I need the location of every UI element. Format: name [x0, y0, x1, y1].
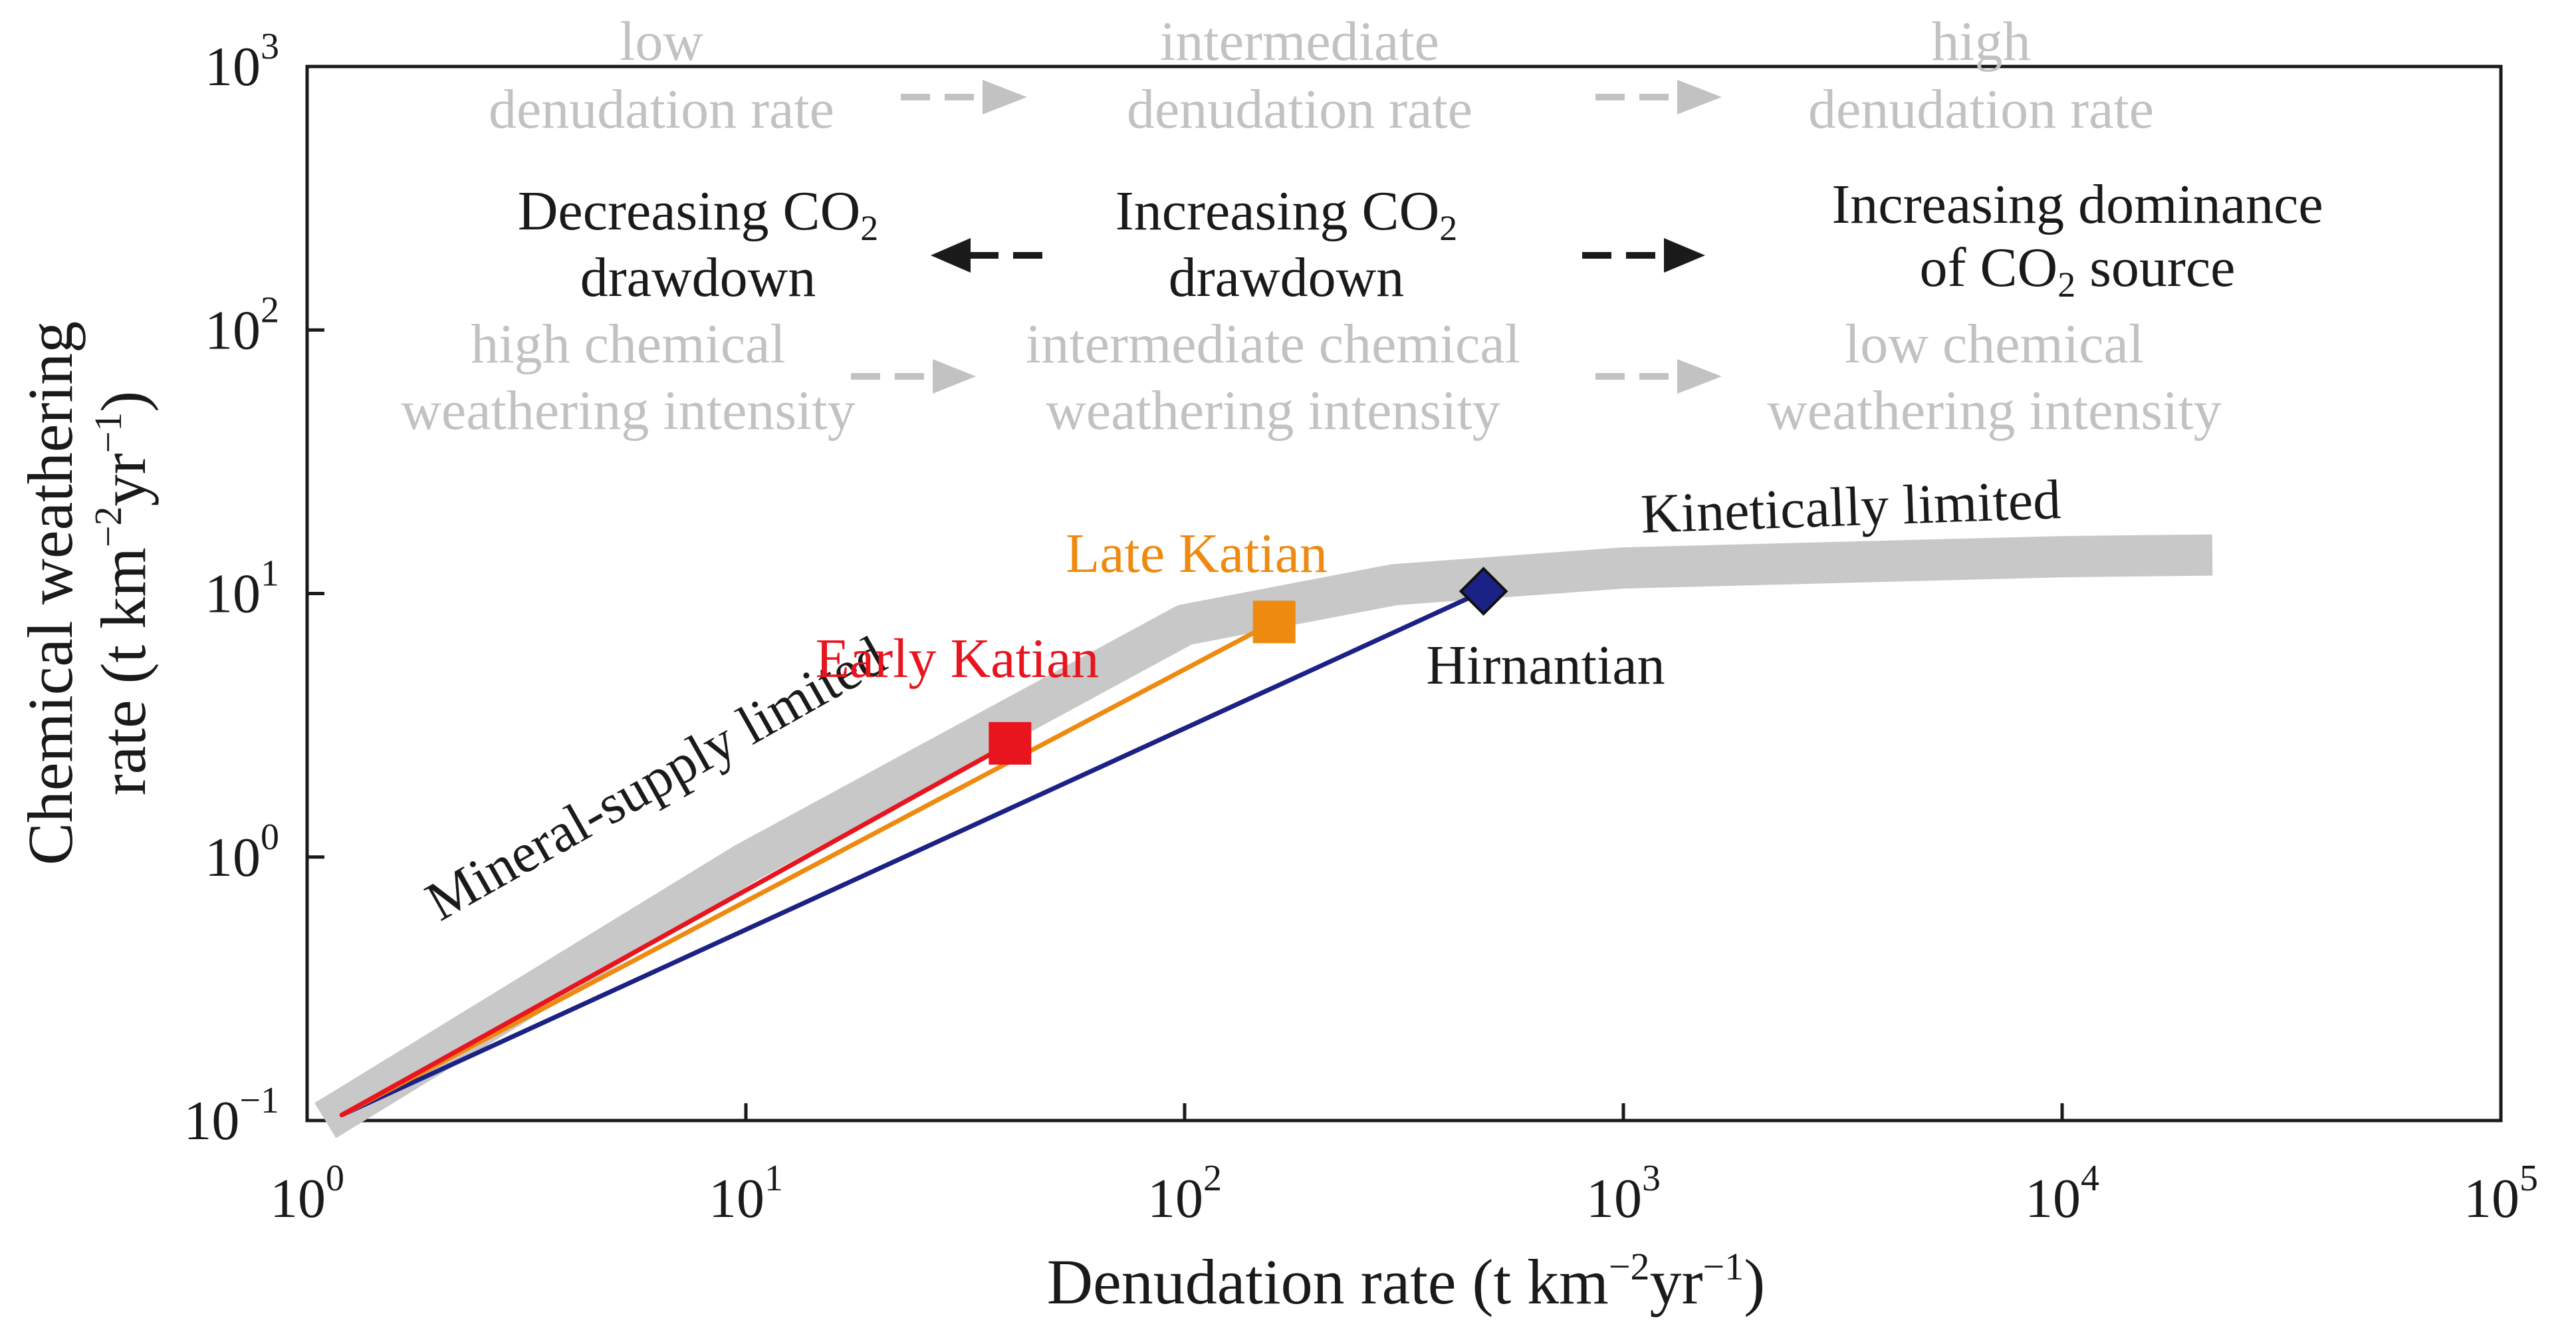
tick-layer [307, 328, 2064, 1121]
intensity-low-line1: low chemical [1845, 313, 2144, 375]
marker-hirnantian [1459, 567, 1508, 616]
x-axis-title: Denudation rate (t km−2yr−1) [1047, 1245, 1765, 1317]
series-label-early-katian: Early Katian [816, 628, 1100, 690]
x-tick-label-100: 102 [1147, 1158, 1222, 1230]
x-tick-label-100000: 105 [2464, 1158, 2538, 1230]
weathering-envelope-band [314, 534, 2213, 1138]
denudation-intermediate-line1: intermediate [1160, 11, 1439, 72]
intensity-intermediate-line1: intermediate chemical [1026, 313, 1520, 375]
y-tick-label-0.1: 10−1 [183, 1080, 279, 1152]
x-tick-label-10000: 104 [2025, 1158, 2099, 1230]
y-axis-title-line2: rate (t km−2yr−1) [86, 391, 159, 796]
co2-decreasing-line2: drawdown [580, 247, 816, 309]
y-tick-label-10: 101 [205, 553, 279, 625]
co2-decreasing-line1: Decreasing CO2 [518, 180, 878, 248]
series-line-early-katian [339, 741, 1012, 1118]
intensity-arrow-1 [851, 359, 976, 394]
denudation-high-line1: high [1931, 11, 2030, 72]
intensity-row: high chemical weathering intensity inter… [401, 313, 2221, 442]
y-tick-label-100: 102 [205, 289, 279, 361]
denudation-low-line1: low [620, 11, 703, 72]
series-line-hirnantian [339, 589, 1486, 1118]
denudation-intermediate-line2: denudation rate [1127, 78, 1472, 140]
y-axis-title-line1: Chemical weathering [15, 321, 86, 865]
intensity-intermediate-line2: weathering intensity [1046, 380, 1500, 442]
envelope-layer [314, 534, 2213, 1138]
y-tick-label-1000: 103 [205, 26, 279, 98]
denudation-high-line2: denudation rate [1808, 78, 2154, 140]
denudation-low-line2: denudation rate [489, 78, 834, 140]
co2-increasing-line2: drawdown [1169, 247, 1405, 309]
series-layer [339, 589, 1486, 1118]
co2-increasing-line1: Increasing CO2 [1115, 180, 1458, 248]
co2-arrows [931, 238, 1705, 273]
denudation-arrows [901, 80, 1722, 114]
series-line-late-katian [339, 619, 1277, 1118]
co2-arrow-right [1582, 238, 1705, 273]
marker-late-katian [1252, 600, 1296, 644]
co2-row: Decreasing CO2 drawdown Increasing CO2 d… [518, 174, 2323, 309]
x-tick-label-1000: 103 [1586, 1158, 1661, 1230]
co2-source-line1: Increasing dominance [1831, 174, 2323, 235]
denudation-arrow-2 [1595, 80, 1722, 114]
intensity-low-line2: weathering intensity [1767, 380, 2221, 442]
x-tick-label-1: 100 [270, 1158, 344, 1230]
series-label-hirnantian: Hirnantian [1426, 634, 1665, 696]
co2-arrow-left [931, 238, 1054, 273]
marker-early-katian [989, 722, 1032, 765]
co2-source-line2: of CO2 source [1920, 237, 2236, 305]
intensity-arrow-2 [1595, 359, 1722, 394]
y-tick-label-1: 100 [205, 817, 279, 888]
intensity-arrows [851, 359, 1722, 394]
denudation-arrow-1 [901, 80, 1027, 114]
series-label-late-katian: Late Katian [1066, 523, 1328, 585]
x-tick-label-10: 101 [709, 1158, 783, 1230]
denudation-row: low denudation rate intermediate denudat… [489, 11, 2154, 140]
marker-layer [989, 567, 1508, 765]
intensity-high-line1: high chemical [471, 313, 785, 375]
regime-label-kinetic: Kinetically limited [1640, 469, 2062, 545]
intensity-high-line2: weathering intensity [401, 380, 855, 442]
